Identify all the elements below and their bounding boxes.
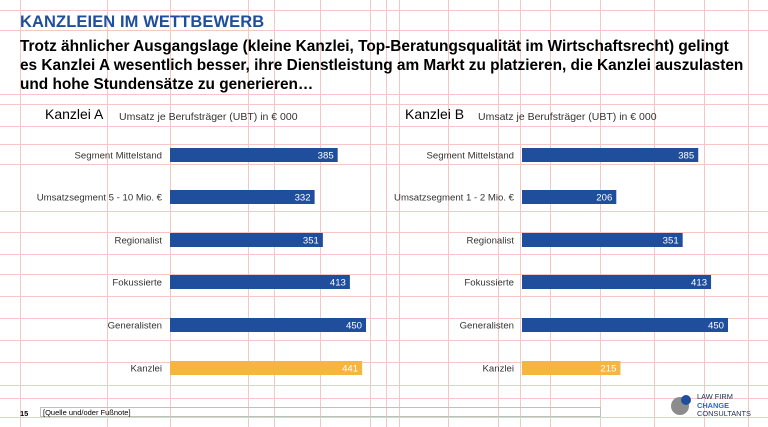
chart-a-bar-5	[170, 361, 363, 375]
chart-a-category-label-2: Regionalist	[115, 236, 163, 247]
chart-a-value-label-3: 413	[330, 278, 346, 289]
chart-a-value-label-1: 332	[295, 193, 311, 204]
chart-b-bar-5	[522, 361, 621, 375]
chart-a-bar-0	[170, 148, 338, 162]
chart-b-category-label-1: Umsatzsegment 1 - 2 Mio. €	[394, 193, 515, 204]
chart-a-category-label-3: Fokussierte	[112, 278, 162, 289]
chart-b-value-label-3: 413	[691, 278, 707, 289]
chart-a-bar-4	[170, 318, 366, 332]
chart-a-category-label-5: Kanzlei	[131, 364, 162, 375]
chart-b-title: Kanzlei B	[405, 106, 465, 122]
chart-b-value-label-2: 351	[663, 236, 679, 247]
chart-a-value-label-5: 441	[342, 364, 358, 375]
chart-b-category-label-2: Regionalist	[467, 236, 515, 247]
chart-a-category-label-1: Umsatzsegment 5 - 10 Mio. €	[37, 193, 163, 204]
chart-b-category-label-3: Fokussierte	[464, 278, 514, 289]
chart-a-subtitle: Umsatz je Berufsträger (UBT) in € 000	[119, 111, 298, 123]
chart-b-bar-2	[522, 233, 683, 247]
chart-a-category-label-4: Generalisten	[108, 321, 162, 332]
company-logo-text: LAW FIRM CHANGE CONSULTANTS	[697, 392, 751, 419]
logo-line-3: CONSULTANTS	[697, 409, 751, 418]
logo-line-2: CHANGE	[697, 400, 730, 410]
chart-a-value-label-0: 385	[318, 151, 334, 162]
chart-b-bar-1	[522, 190, 617, 204]
chart-a-bar-1	[170, 190, 315, 204]
chart-a-bar-2	[170, 233, 323, 247]
chart-b-category-label-5: Kanzlei	[483, 364, 514, 375]
chart-b-bar-3	[522, 275, 712, 289]
chart-b-category-label-4: Generalisten	[460, 321, 514, 332]
chart-b-value-label-1: 206	[596, 193, 612, 204]
section-kicker: KANZLEIEN IM WETTBEWERB	[20, 13, 265, 31]
chart-b-value-label-4: 450	[708, 321, 724, 332]
chart-b-subtitle: Umsatz je Berufsträger (UBT) in € 000	[478, 111, 657, 123]
chart-b-value-label-5: 215	[600, 364, 616, 375]
chart-b-value-label-0: 385	[678, 151, 694, 162]
chart-b-category-label-0: Segment Mittelstand	[427, 151, 514, 162]
page-number: 15	[20, 409, 29, 418]
logo-line-1: LAW FIRM	[697, 392, 733, 401]
source-note: [Quelle und/oder Fußnote]	[40, 407, 601, 417]
company-logo-icon	[671, 395, 691, 415]
chart-a-value-label-4: 450	[346, 321, 362, 332]
chart-b-bar-0	[522, 148, 699, 162]
chart-a-title: Kanzlei A	[45, 106, 104, 122]
chart-a-category-label-0: Segment Mittelstand	[75, 151, 162, 162]
chart-a-bar-3	[170, 275, 350, 289]
chart-a-value-label-2: 351	[303, 236, 319, 247]
chart-b-bar-4	[522, 318, 728, 332]
slide-headline: Trotz ähnlicher Ausgangslage (kleine Kan…	[20, 38, 744, 93]
